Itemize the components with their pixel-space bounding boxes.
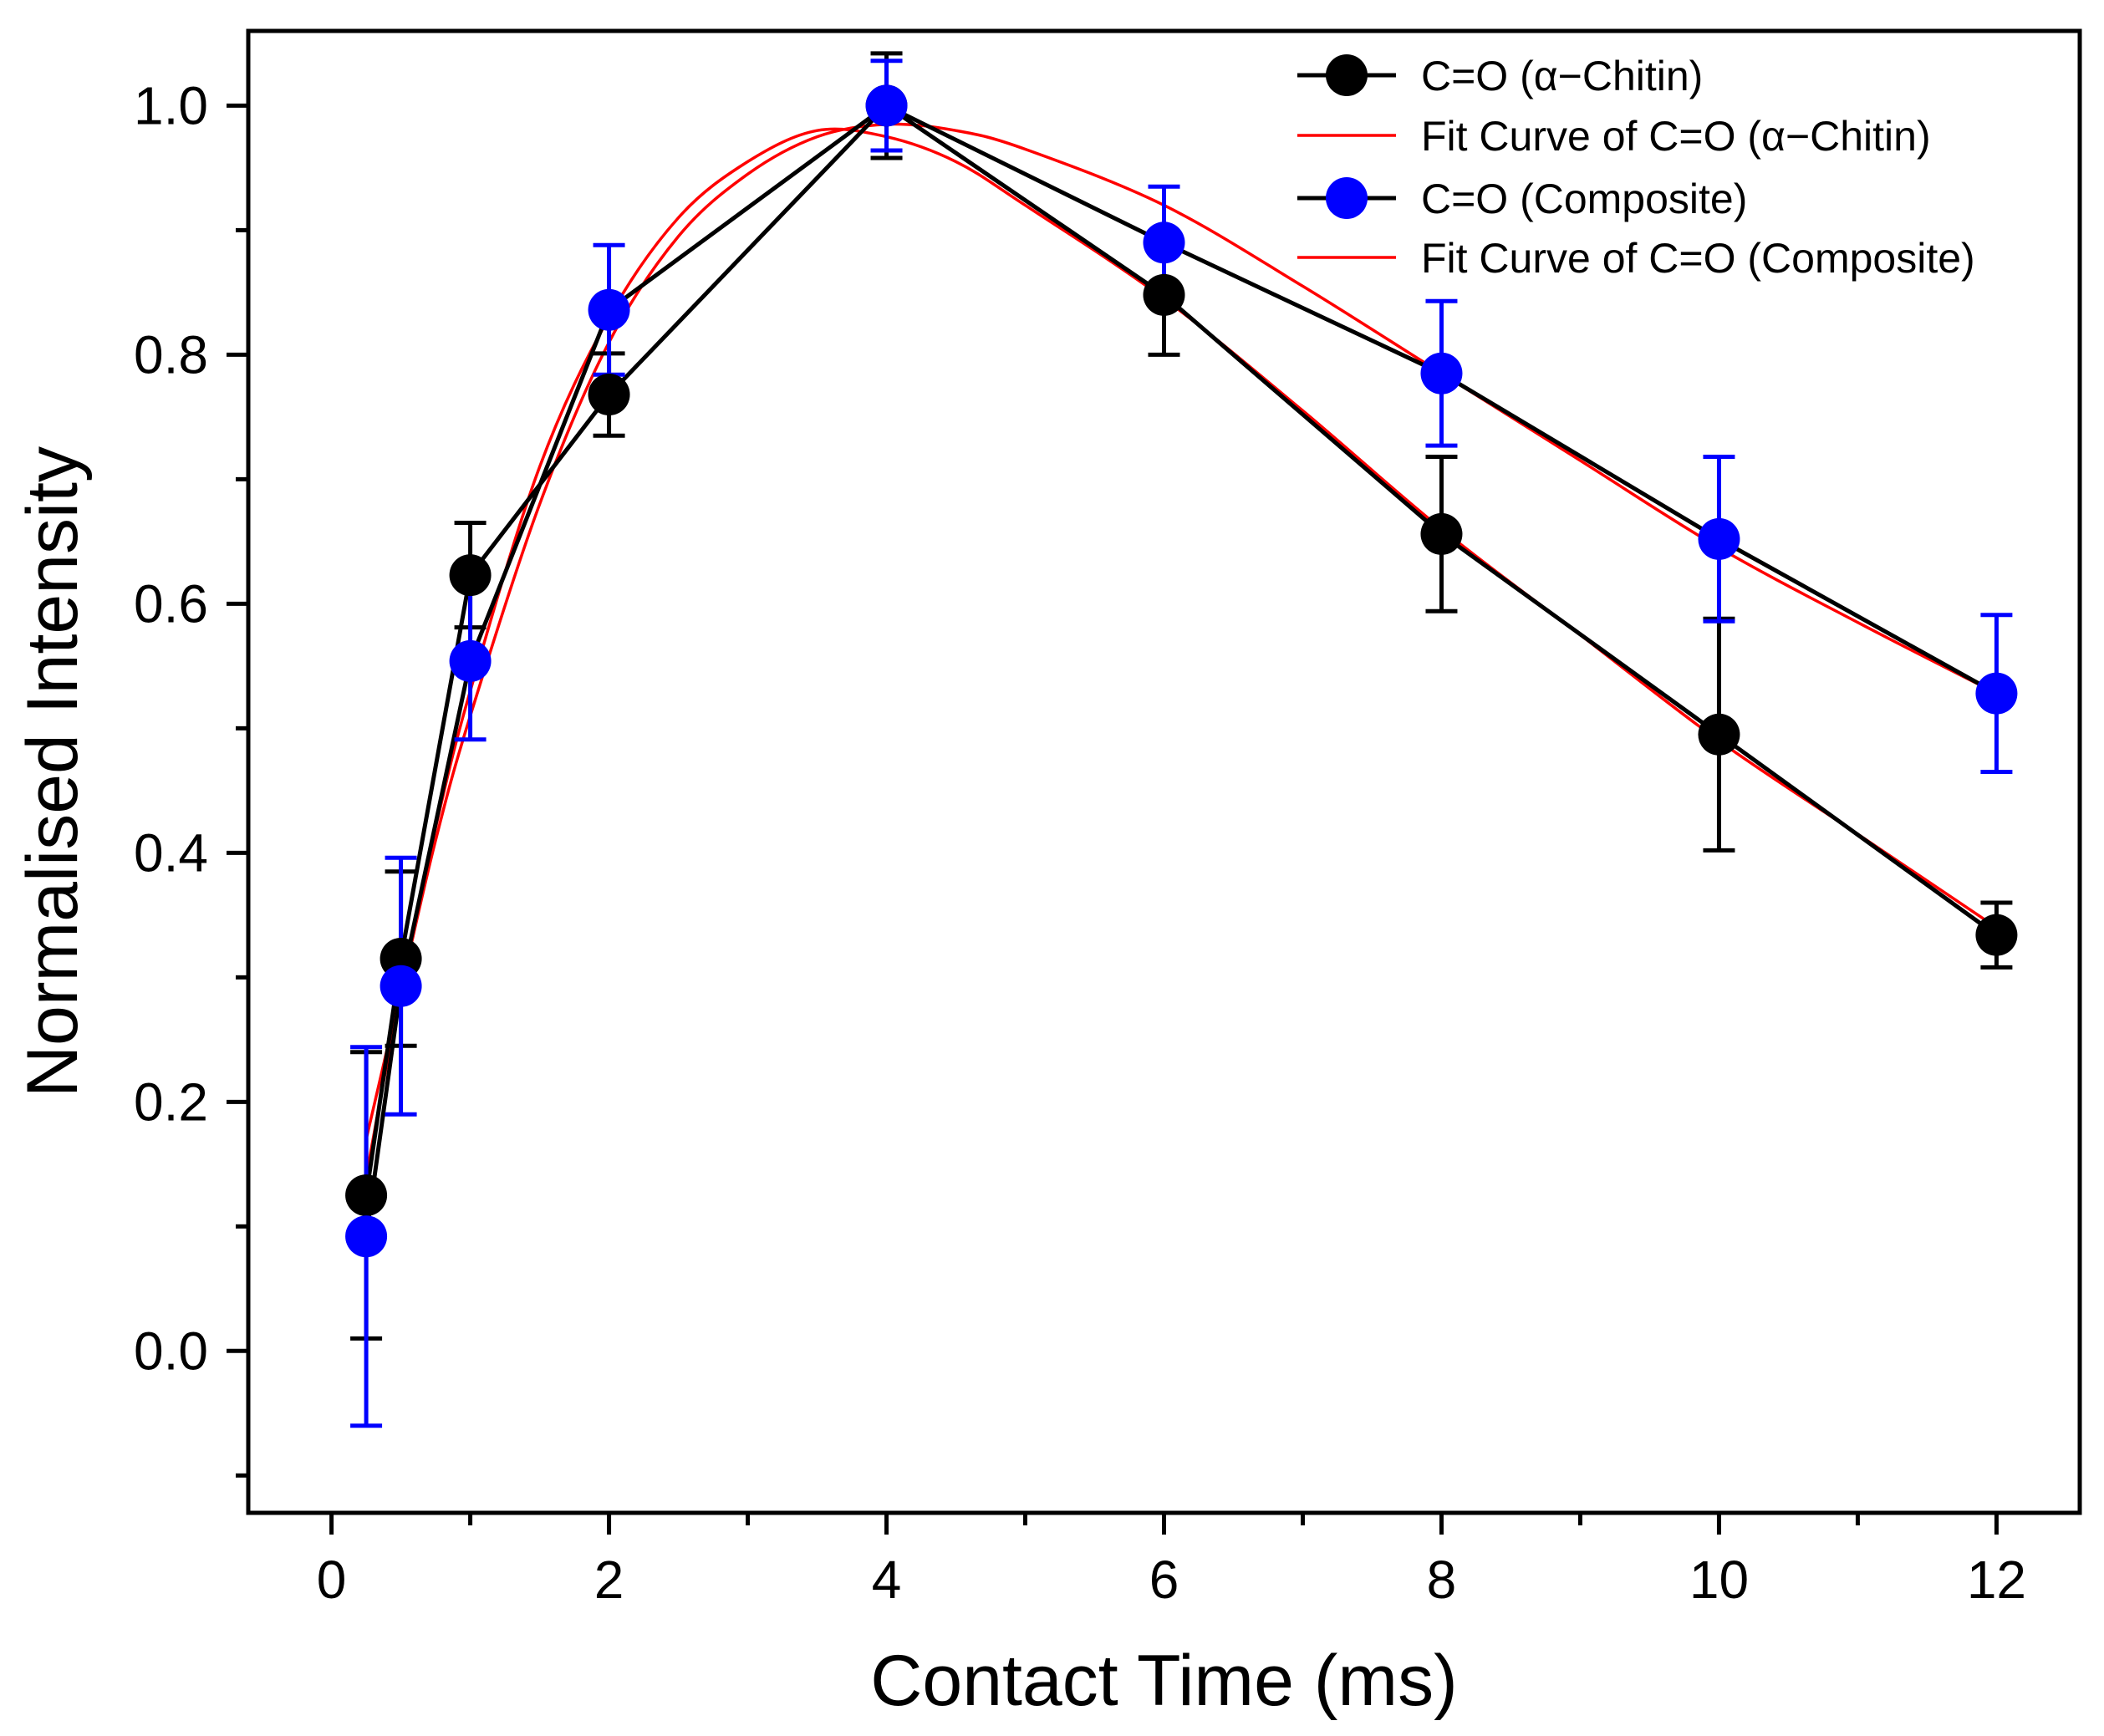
legend-label: C=O (α−Chitin) [1421,53,1703,99]
y-axis-title: Normalised Intensity [13,446,93,1097]
x-axis-title: Contact Time (ms) [870,1641,1457,1721]
x-tick-label: 0 [317,1550,347,1610]
legend-label: Fit Curve of C=O (Composite) [1421,235,1975,282]
x-tick-label: 10 [1689,1550,1749,1610]
data-point [588,288,630,331]
legend-entry: C=O (Composite) [1297,176,1747,222]
x-tick-label: 4 [872,1550,902,1610]
y-tick-label: 0.6 [134,573,208,634]
data-point [449,554,492,597]
legend-marker [1326,54,1368,96]
x-tick-label: 6 [1149,1550,1179,1610]
data-point [1420,512,1463,555]
legend-label: C=O (Composite) [1421,176,1747,222]
y-tick-label: 0.0 [134,1321,208,1381]
legend: C=O (α−Chitin) Fit Curve of C=O (α−Chitin… [1297,53,1975,282]
legend-entry: Fit Curve of C=O (α−Chitin) [1297,113,1931,160]
x-tick-label: 12 [1967,1550,2026,1610]
data-point [1698,713,1740,756]
data-point [588,374,630,416]
y-tick-label: 1.0 [134,75,208,135]
data-point [1420,352,1463,395]
x-axis: 0 2 4 6 8 10 12 [317,1513,2026,1610]
legend-label: Fit Curve of C=O (α−Chitin) [1421,113,1931,160]
y-tick-label: 0.8 [134,324,208,384]
y-tick-label: 0.4 [134,822,208,883]
legend-marker [1326,177,1368,219]
x-tick-label: 8 [1427,1550,1457,1610]
data-point [449,639,492,682]
data-point [1698,517,1740,560]
y-tick-label: 0.2 [134,1072,208,1132]
data-point [345,1215,388,1258]
legend-entry: Fit Curve of C=O (Composite) [1297,235,1975,282]
data-point [1975,672,2018,715]
y-axis: 0.0 0.2 0.4 0.6 0.8 1.0 [134,75,248,1478]
data-point [1975,914,2018,956]
legend-entry: C=O (α−Chitin) [1297,53,1703,99]
data-point [865,84,908,127]
x-tick-label: 2 [594,1550,624,1610]
data-point [345,1174,388,1217]
data-markers [345,84,2018,1258]
data-point [1143,273,1185,316]
data-point [380,965,422,1007]
data-point [1143,221,1185,264]
